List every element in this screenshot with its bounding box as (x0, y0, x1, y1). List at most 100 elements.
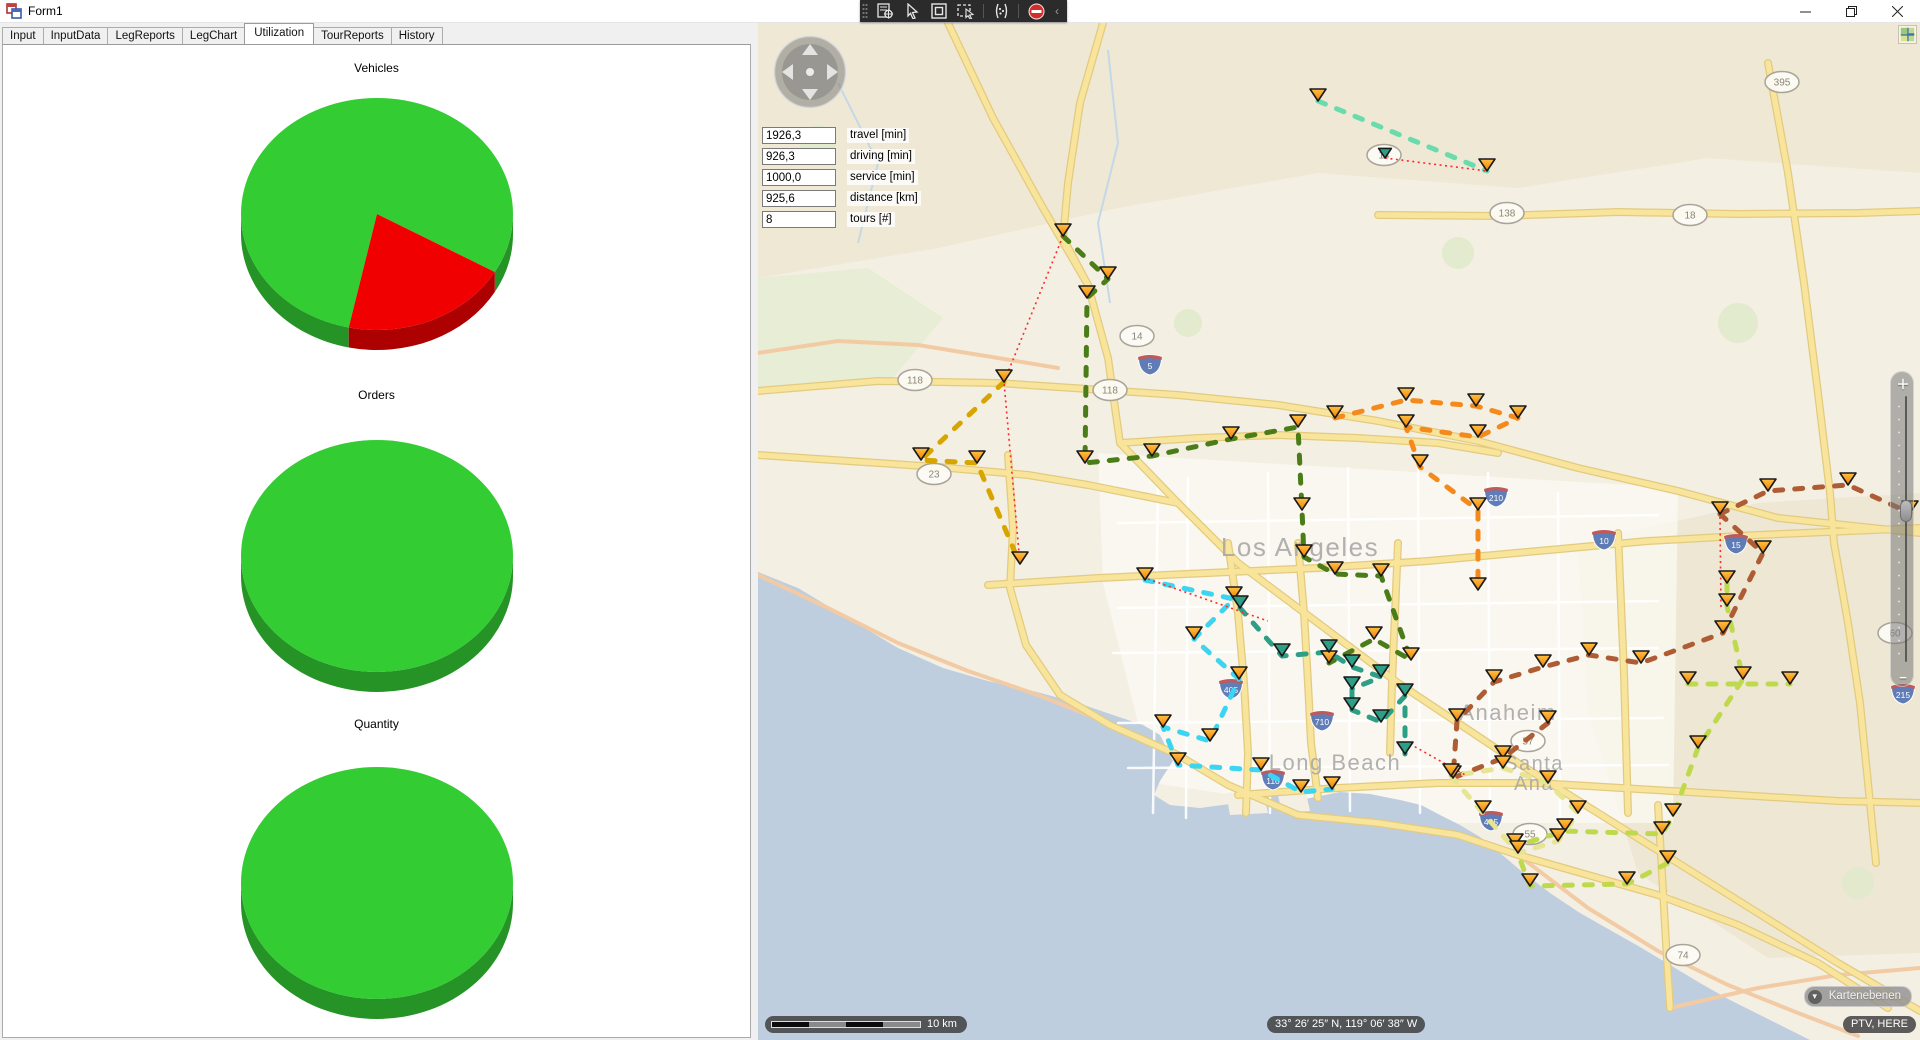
stop-marker[interactable] (1397, 387, 1415, 401)
stop-marker[interactable] (1494, 745, 1512, 759)
stop-marker[interactable] (1396, 683, 1414, 697)
stop-marker[interactable] (1653, 821, 1671, 835)
stat-value-input[interactable] (762, 148, 836, 165)
stop-marker[interactable] (1136, 567, 1154, 581)
stop-marker[interactable] (1509, 405, 1527, 419)
stop-marker[interactable] (1474, 800, 1492, 814)
stop-marker[interactable] (1372, 709, 1390, 723)
tour-route[interactable] (1512, 580, 1746, 889)
stop-marker[interactable] (1154, 714, 1172, 728)
stop-marker[interactable] (1734, 666, 1752, 680)
stop-marker[interactable] (1054, 223, 1072, 237)
stop-marker[interactable] (1494, 755, 1512, 769)
tab-utilization[interactable]: Utilization (244, 23, 315, 44)
stop-marker[interactable] (1143, 443, 1161, 457)
stop-marker[interactable] (1293, 497, 1311, 511)
map-view[interactable]: 1414118118231381839557557460521010154054… (758, 23, 1920, 1040)
stop-marker[interactable] (1343, 697, 1361, 711)
stop-marker[interactable] (1076, 450, 1094, 464)
pan-compass[interactable] (772, 34, 848, 110)
stop-marker[interactable] (1478, 158, 1496, 172)
stop-marker[interactable] (1326, 561, 1344, 575)
stop-marker[interactable] (1231, 595, 1249, 609)
stat-value-input[interactable] (762, 127, 836, 144)
stop-marker[interactable] (1309, 88, 1327, 102)
stat-value-input[interactable] (762, 169, 836, 186)
drag-select-icon[interactable] (956, 2, 976, 20)
stop-marker[interactable] (1448, 708, 1466, 722)
overview-panes-icon[interactable] (1898, 25, 1917, 44)
stop-marker[interactable] (1759, 478, 1777, 492)
brackets-route-icon[interactable] (991, 2, 1011, 20)
stop-marker[interactable] (1323, 776, 1341, 790)
stop-marker[interactable] (1222, 426, 1240, 440)
stat-value-input[interactable] (762, 211, 836, 228)
zoom-in-button[interactable]: ＋ (1896, 377, 1910, 392)
route-settings-icon[interactable] (875, 2, 895, 20)
stop-marker[interactable] (1711, 501, 1729, 515)
map-canvas[interactable]: 1414118118231381839557557460521010154054… (758, 23, 1920, 1040)
no-entry-icon[interactable] (1026, 2, 1046, 20)
stop-marker[interactable] (1396, 741, 1414, 755)
stop-marker[interactable] (1411, 454, 1429, 468)
pan-up-arrow[interactable] (802, 44, 818, 55)
stop-marker[interactable] (912, 447, 930, 461)
stop-marker[interactable] (1225, 586, 1243, 600)
stop-marker[interactable] (1534, 654, 1552, 668)
stop-marker[interactable] (1469, 577, 1487, 591)
tab-input[interactable]: Input (2, 27, 44, 44)
close-button[interactable] (1874, 0, 1920, 23)
stop-marker[interactable] (1201, 728, 1219, 742)
stop-marker[interactable] (1078, 285, 1096, 299)
stop-marker[interactable] (1169, 752, 1187, 766)
stop-marker[interactable] (1230, 666, 1248, 680)
zoom-slider[interactable]: ＋ − (1890, 371, 1914, 687)
zoom-out-button[interactable]: − (1899, 670, 1907, 685)
rect-select-icon[interactable] (929, 2, 949, 20)
pointer-icon[interactable] (902, 2, 922, 20)
pan-right-arrow[interactable] (827, 64, 838, 80)
stop-marker[interactable] (1839, 472, 1857, 486)
tab-legreports[interactable]: LegReports (107, 27, 183, 44)
stop-marker[interactable] (1618, 871, 1636, 885)
stop-marker[interactable] (1485, 669, 1503, 683)
tour-route[interactable] (1450, 511, 1766, 781)
stop-marker[interactable] (1289, 414, 1307, 428)
stop-marker[interactable] (1632, 650, 1650, 664)
map-layers-button[interactable]: ▼ Kartenebenen (1803, 986, 1912, 1007)
stop-marker[interactable] (1469, 497, 1487, 511)
stop-marker[interactable] (1509, 840, 1527, 854)
stop-marker[interactable] (1343, 654, 1361, 668)
stat-value-input[interactable] (762, 190, 836, 207)
collapse-chevron-icon[interactable]: ‹ (1055, 4, 1059, 18)
stop-marker[interactable] (1549, 828, 1567, 842)
stop-marker[interactable] (1506, 833, 1524, 847)
stop-marker[interactable] (1718, 593, 1736, 607)
stop-marker[interactable] (1469, 424, 1487, 438)
stop-marker[interactable] (1467, 393, 1485, 407)
stop-marker[interactable] (1397, 414, 1415, 428)
tour-route[interactable] (1060, 233, 1414, 666)
minimize-button[interactable] (1782, 0, 1828, 23)
stop-marker[interactable] (1689, 735, 1707, 749)
stop-marker[interactable] (1539, 770, 1557, 784)
stop-marker[interactable] (1185, 626, 1203, 640)
stop-marker[interactable] (995, 369, 1013, 383)
tab-tourreports[interactable]: TourReports (313, 27, 392, 44)
stop-marker[interactable] (1664, 803, 1682, 817)
stop-marker[interactable] (1273, 643, 1291, 657)
stop-marker[interactable] (1442, 763, 1460, 777)
stop-marker[interactable] (1099, 266, 1117, 280)
stop-marker[interactable] (1011, 551, 1029, 565)
restore-button[interactable] (1828, 0, 1874, 23)
stop-marker[interactable] (1580, 642, 1598, 656)
stop-marker[interactable] (1343, 676, 1361, 690)
tour-route[interactable] (1315, 98, 1490, 174)
tab-legchart[interactable]: LegChart (181, 27, 246, 44)
tour-route[interactable] (918, 379, 1023, 567)
tab-history[interactable]: History (390, 27, 443, 44)
stop-marker[interactable] (1659, 850, 1677, 864)
stop-marker[interactable] (1372, 664, 1390, 678)
tour-route[interactable] (1237, 605, 1408, 757)
stop-marker[interactable] (1326, 405, 1344, 419)
